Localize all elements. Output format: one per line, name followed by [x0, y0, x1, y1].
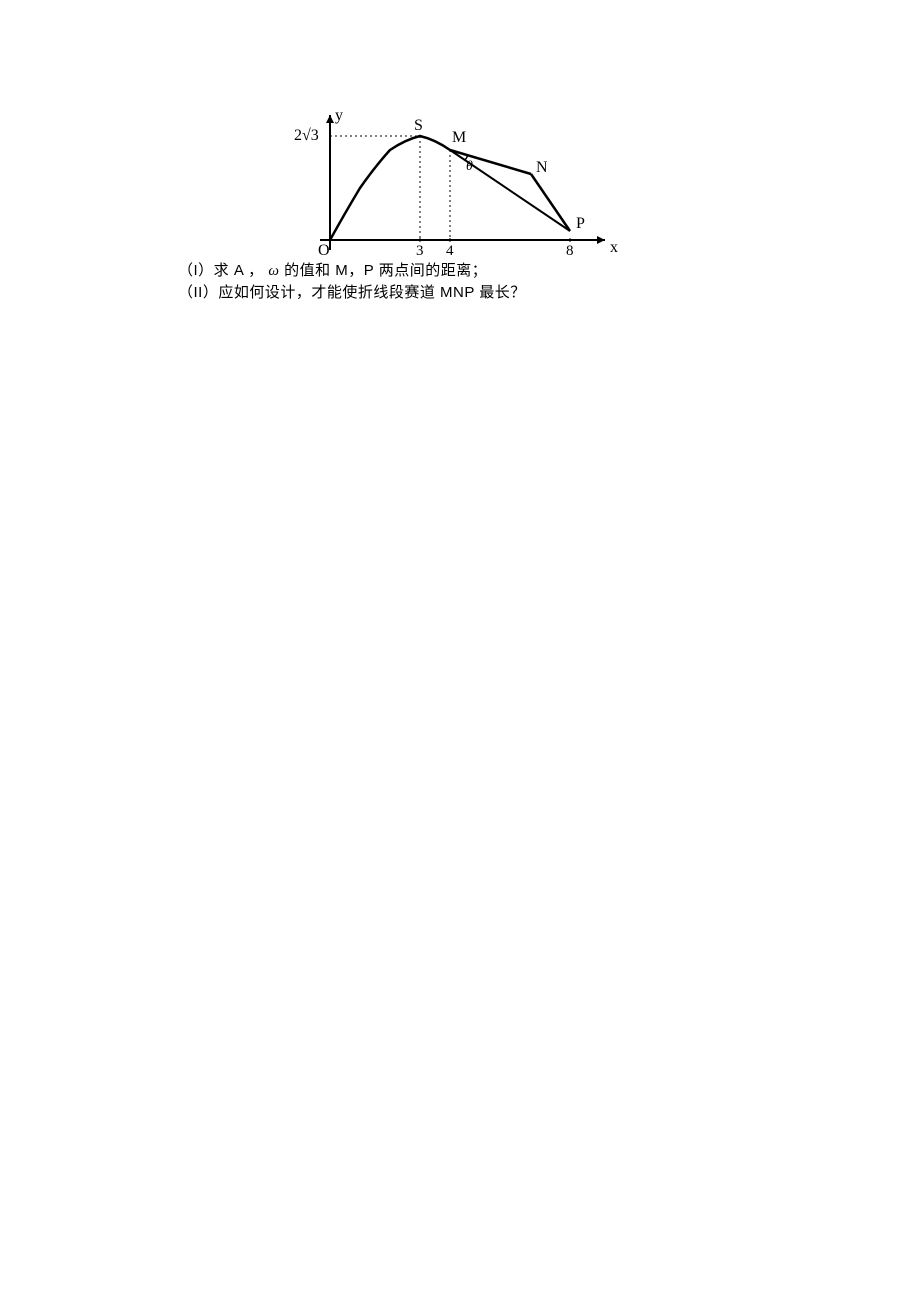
q1-suffix: 的值和 M，P 两点间的距离；: [284, 262, 487, 279]
question-1: （I）求 A ， ω 的值和 M，P 两点间的距离；: [178, 260, 526, 282]
question-2: （II）应如何设计，才能使折线段赛道 MNP 最长？: [178, 282, 526, 304]
q1-omega: ω: [268, 263, 279, 279]
x-tick-8: 8: [566, 243, 574, 259]
y-tick-label: 2√3: [294, 127, 319, 144]
x-tick-4: 4: [446, 243, 454, 259]
label-p: P: [576, 215, 585, 232]
x-axis-label: x: [610, 239, 618, 256]
sine-curve: [330, 136, 450, 240]
x-tick-3: 3: [416, 243, 424, 259]
origin-label: O: [318, 242, 330, 259]
line-np: [531, 174, 570, 231]
x-axis-arrow: [597, 236, 605, 244]
label-s: S: [414, 117, 423, 134]
y-axis-arrow: [326, 115, 334, 123]
label-n: N: [536, 159, 548, 176]
y-axis-label: y: [335, 107, 343, 124]
q1-prefix: （I）求 A ，: [178, 262, 264, 279]
line-mn: [450, 150, 531, 174]
label-m: M: [452, 129, 466, 146]
questions-block: （I）求 A ， ω 的值和 M，P 两点间的距离； （II）应如何设计，才能使…: [178, 260, 526, 304]
chart-figure: O y x 2√3 3 4 8 S M: [290, 100, 630, 260]
chart-svg: O y x 2√3 3 4 8 S M: [290, 100, 630, 260]
angle-label: θ: [466, 159, 473, 174]
